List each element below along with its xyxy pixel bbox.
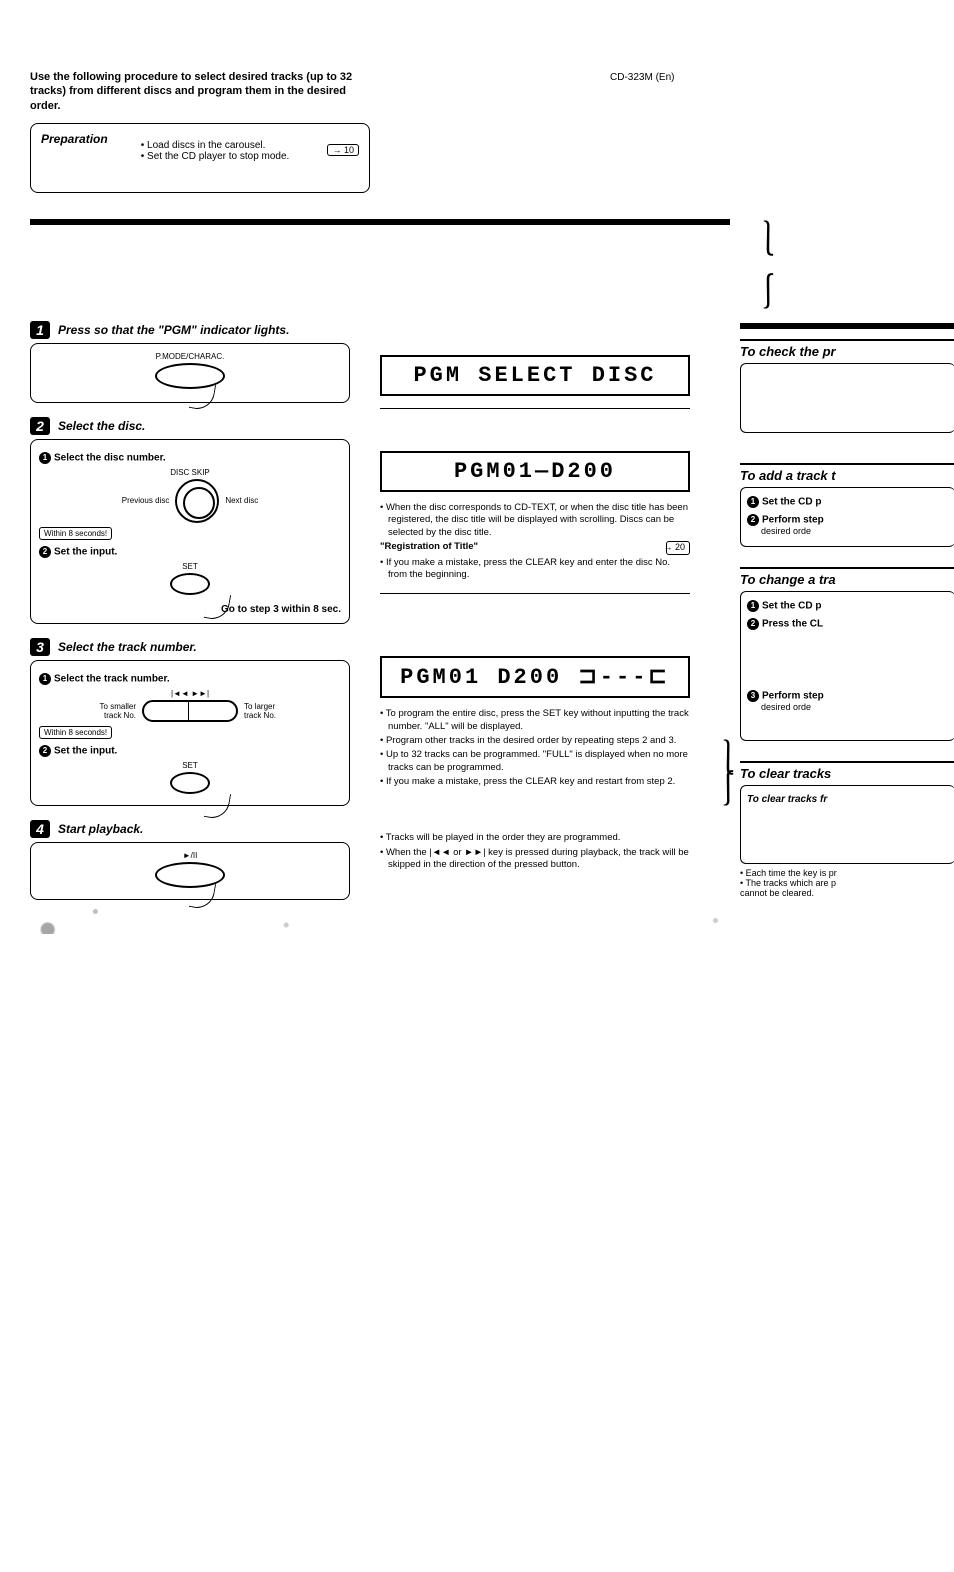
step2-diagram: 1Select the disc number. DISC SKIP Previ… [30, 439, 350, 624]
right-box [740, 363, 954, 433]
step-title: Select the disc. [58, 419, 145, 433]
right-section-title: To add a track t [740, 463, 954, 483]
set-caption: SET [39, 562, 341, 571]
brace-icon: ⎱ [750, 220, 786, 260]
substep-label: Set the input. [54, 745, 117, 756]
go-to-step: Go to step 3 within 8 sec. [39, 604, 341, 615]
step-title: Start playback. [58, 822, 143, 836]
step-number: 1 [30, 321, 50, 339]
note-text: • If you make a mistake, press the CLEAR… [380, 557, 690, 582]
right-box: To clear tracks fr [740, 785, 954, 864]
step-number: 2 [30, 417, 50, 435]
step1-diagram: P.MODE/CHARAC. [30, 343, 350, 403]
divider [380, 408, 690, 409]
substep-label: Select the track number. [54, 673, 170, 684]
set-caption: SET [39, 761, 341, 770]
preparation-box: Preparation Load discs in the carousel. … [30, 123, 370, 193]
substep-label: Select the disc number. [54, 452, 166, 463]
disc-skip-knob-icon [175, 479, 219, 523]
pmode-button-icon [155, 363, 225, 389]
right-section-title: To change a tra [740, 567, 954, 587]
step-title: Press so that the "PGM" indicator lights… [58, 323, 289, 337]
lcd-display: PGM SELECT DISC [380, 355, 690, 396]
page-ref-icon: → 20 [666, 541, 690, 555]
note-text: • When the disc corresponds to CD-TEXT, … [380, 502, 690, 539]
right-section-title: To clear tracks [740, 761, 954, 781]
note-text: • Up to 32 tracks can be programmed. "FU… [380, 749, 690, 774]
skip-caption: |◄◄ ►►| [39, 689, 341, 698]
divider [30, 219, 730, 225]
play-button-icon [155, 862, 225, 888]
larger-track-label: To larger track No. [244, 702, 288, 720]
step3-diagram: 1Select the track number. |◄◄ ►►| To sma… [30, 660, 350, 806]
next-disc-label: Next disc [225, 496, 258, 505]
note-text: • To program the entire disc, press the … [380, 708, 690, 733]
prep-item: Load discs in the carousel. [141, 140, 290, 151]
right-column: To check the pr To add a track t 1Set th… [740, 315, 954, 914]
note-text: • Each time the key is pr [740, 868, 954, 878]
intro-text: Use the following procedure to select de… [30, 70, 370, 113]
step-title: Select the track number. [58, 640, 197, 654]
prev-disc-label: Previous disc [122, 496, 170, 505]
page-ref-icon: → 10 [327, 144, 359, 156]
preparation-title: Preparation [41, 132, 108, 146]
left-column: 1 Press so that the "PGM" indicator ligh… [30, 315, 360, 914]
note-text: • When the |◄◄ or ►►| key is pressed dur… [380, 847, 690, 872]
note-text: cannot be cleared. [740, 888, 954, 898]
step-number: 4 [30, 820, 50, 838]
set-button-icon [170, 772, 210, 794]
timing-note: Within 8 seconds! [39, 527, 112, 540]
note-text: "Registration of Title" → 20 [380, 541, 690, 555]
prep-item: Set the CD player to stop mode. [141, 151, 290, 162]
right-section-title: To check the pr [740, 339, 954, 359]
note-text: • Program other tracks in the desired or… [380, 735, 690, 747]
middle-column: PGM SELECT DISC PGM01—D200 • When the di… [380, 315, 690, 914]
step-number: 3 [30, 638, 50, 656]
track-skip-button-icon [142, 700, 238, 722]
lcd-display: PGM01—D200 [380, 451, 690, 492]
step4-diagram: ►/II [30, 842, 350, 900]
note-text: • If you make a mistake, press the CLEAR… [380, 776, 690, 788]
doc-code: CD-323M (En) [610, 72, 674, 83]
right-box: 1Set the CD p 2Perform step desired orde [740, 487, 954, 547]
note-text: • The tracks which are p [740, 878, 954, 888]
play-caption: ►/II [39, 851, 341, 860]
timing-note: Within 8 seconds! [39, 726, 112, 739]
smaller-track-label: To smaller track No. [92, 702, 136, 720]
brace-icon: ⎰ [750, 272, 786, 312]
set-button-icon [170, 573, 210, 595]
right-box: 1Set the CD p 2Press the CL 3Perform ste… [740, 591, 954, 741]
divider [380, 593, 690, 594]
note-text: • Tracks will be played in the order the… [380, 832, 690, 844]
substep-label: Set the input. [54, 546, 117, 557]
button-caption: P.MODE/CHARAC. [39, 352, 341, 361]
brace-icon: ⎰ [710, 760, 746, 812]
divider [740, 323, 954, 329]
lcd-display: PGM01 D200 ⊐---⊏ [380, 656, 690, 698]
knob-caption: DISC SKIP [39, 468, 341, 477]
